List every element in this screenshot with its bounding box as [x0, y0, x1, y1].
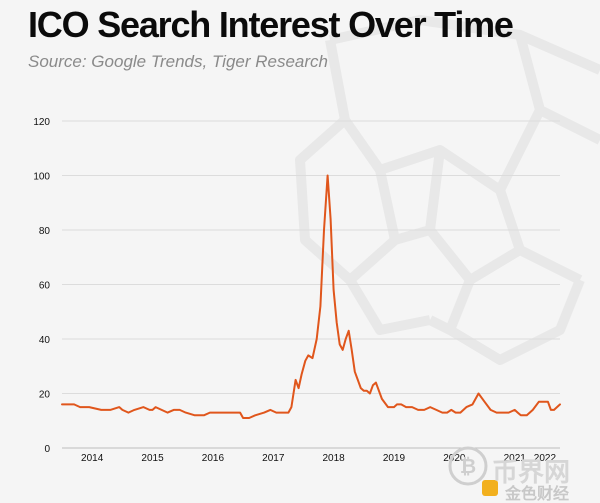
x-tick-label: 2015 [141, 453, 164, 464]
x-tick-label: 2018 [323, 453, 346, 464]
y-tick-label: 0 [44, 444, 50, 455]
y-tick-label: 40 [39, 335, 51, 346]
page-title: ICO Search Interest Over Time [28, 4, 514, 45]
x-tick-label: 2020 [443, 453, 466, 464]
y-tick-labels: 0 20 40 60 80 100 120 [33, 117, 50, 455]
series-layer [61, 174, 561, 419]
x-tick-labels: 2014 2015 2016 2017 2018 2019 2020 2021 2022 [81, 453, 556, 464]
page-subtitle: Source: Google Trends, Tiger Research [28, 52, 329, 71]
y-tick-label: 60 [39, 281, 51, 292]
y-tick-label: 120 [33, 117, 50, 128]
x-tick-label: 2019 [383, 453, 406, 464]
grid-layer [62, 120, 560, 449]
x-tick-label: 2021 [504, 453, 527, 464]
y-tick-label: 100 [33, 172, 50, 183]
watermark-text-secondary: 金色财经 [505, 484, 570, 503]
x-tick-label: 2014 [81, 453, 104, 464]
x-tick-label: 2022 [534, 453, 557, 464]
series-line-0 [61, 174, 561, 419]
y-tick-label: 20 [39, 390, 51, 401]
watermark-text-primary: 币界网 [492, 458, 571, 488]
x-tick-label: 2016 [202, 453, 225, 464]
x-tick-label: 2017 [262, 453, 285, 464]
y-tick-label: 80 [39, 226, 51, 237]
